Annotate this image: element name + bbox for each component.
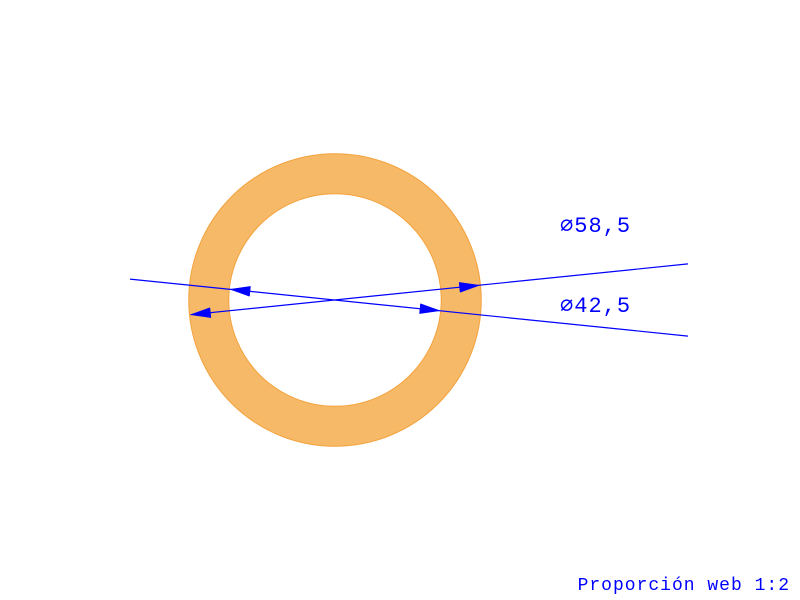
dimension-arrowhead [230,286,250,296]
dimension-arrowhead [419,304,439,314]
scale-footer: Proporción web 1:2 [578,576,790,596]
inner-diameter-label: ⌀42,5 [560,294,631,319]
outer-diameter-label: ⌀58,5 [560,214,631,239]
diagram-canvas: ⌀58,5 ⌀42,5 Proporción web 1:2 [0,0,800,600]
